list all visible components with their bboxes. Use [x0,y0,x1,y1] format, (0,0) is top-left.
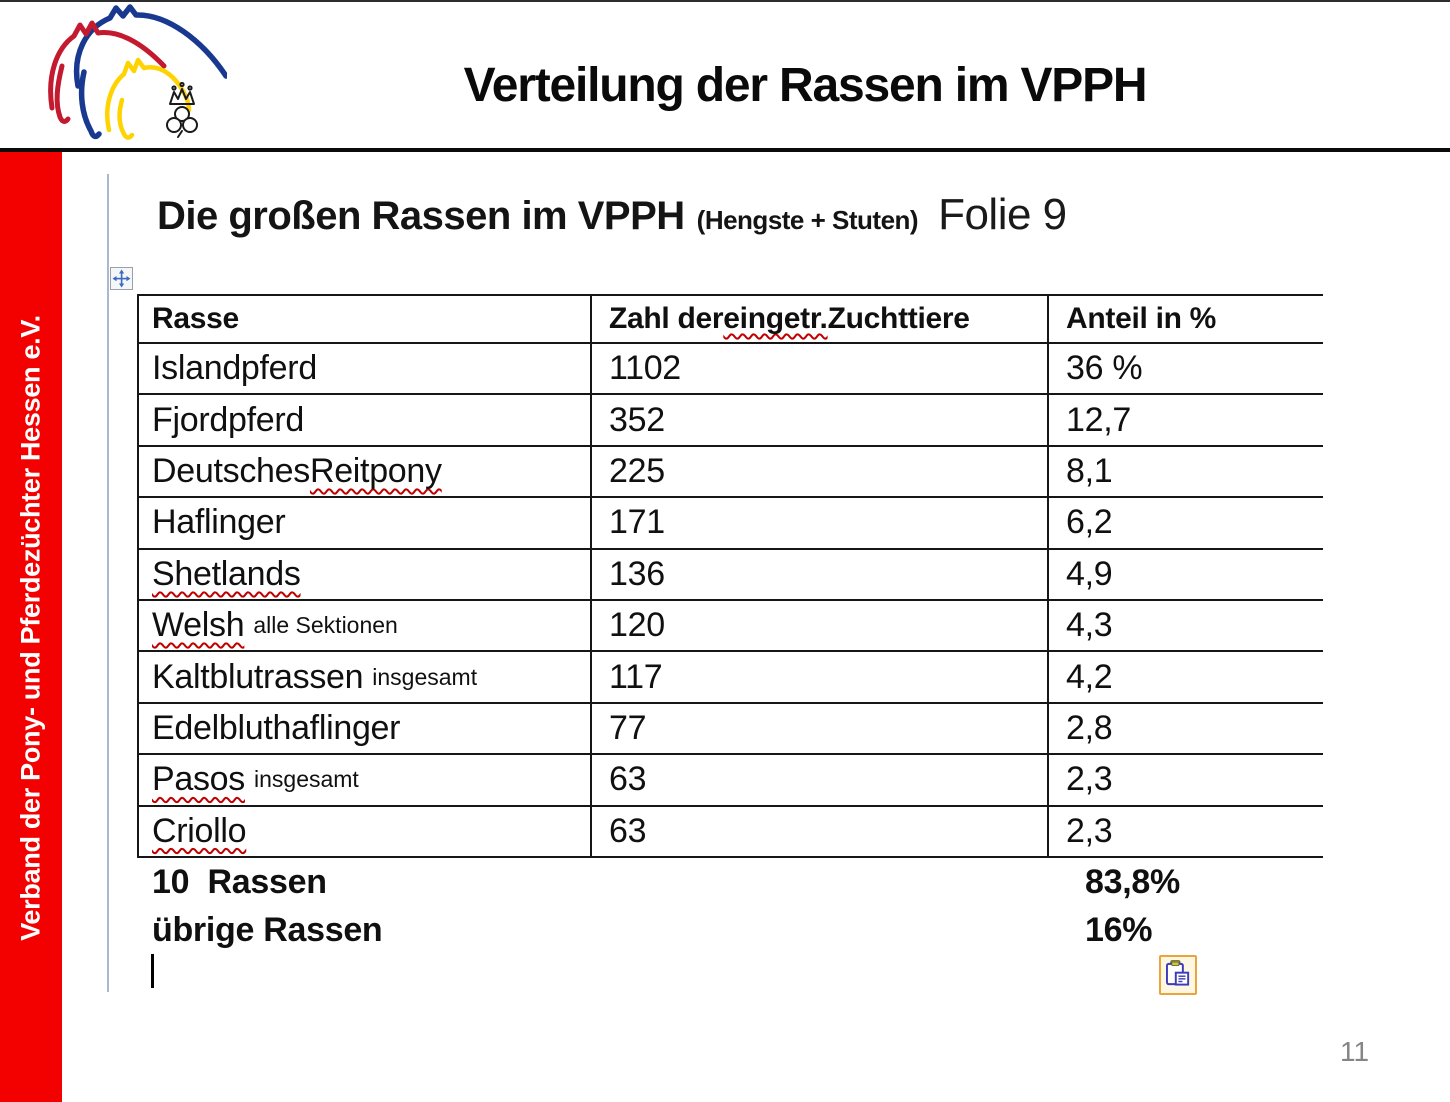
table-row: Criollo 63 2,3 [137,806,1323,858]
text-cursor [151,954,154,988]
table-row: Fjordpferd 352 12,7 [137,395,1323,447]
cell-zuchttiere[interactable]: 63 [592,806,1049,856]
cell-zuchttiere[interactable]: 77 [592,703,1049,754]
cell-rasse[interactable]: Pasos insgesamt [137,755,592,805]
cell-rasse[interactable]: Kaltblutrassen insgesamt [137,652,592,702]
cell-zuchttiere[interactable]: 171 [592,498,1049,548]
cell-anteil[interactable]: 4,9 [1066,554,1113,593]
cell-rasse[interactable]: Shetlands [137,549,592,599]
cell-anteil[interactable]: 12,7 [1066,400,1131,439]
table-row: Shetlands 136 4,9 [137,549,1323,601]
page-number: 11 [1340,1036,1370,1067]
document-subtitle[interactable]: Die großen Rassen im VPPH (Hengste + Stut… [157,190,1067,240]
subtitle-main: Die großen Rassen im VPPH [157,194,685,238]
cell-anteil[interactable]: 4,3 [1066,606,1113,645]
document-margin-guide [107,174,109,992]
cell-zuchttiere[interactable]: 225 [592,446,1049,497]
cell-anteil[interactable]: 2,3 [1066,760,1113,799]
summary-line-others[interactable]: übrige Rassen 16% [152,911,1323,950]
cell-anteil[interactable]: 4,2 [1066,657,1113,696]
table-header-row: Rasse Zahl der eingetr. Zuchttiere Antei… [137,296,1323,344]
summary-line-top10[interactable]: 10 Rassen 83,8% [152,863,1323,902]
table-body: Islandpferd 1102 36 % Fjordpferd 352 12,… [137,344,1323,858]
summary-label: 10 Rassen [152,863,327,901]
slide-ref: Folie 9 [938,190,1067,239]
table-row: Pasos insgesamt 63 2,3 [137,755,1323,807]
cell-rasse[interactable]: Edelbluthaflinger [137,703,592,754]
breeds-table: Rasse Zahl der eingetr. Zuchttiere Antei… [137,294,1323,858]
table-row: Kaltblutrassen insgesamt 117 4,2 [137,652,1323,704]
table-row: Welsh alle Sektionen 120 4,3 [137,600,1323,653]
cell-anteil[interactable]: 2,8 [1066,708,1113,747]
cell-zuchttiere[interactable]: 352 [592,395,1049,445]
table-row: Islandpferd 1102 36 % [137,344,1323,396]
cell-rasse[interactable]: Fjordpferd [137,395,592,445]
cell-anteil[interactable]: 8,1 [1066,451,1113,490]
cell-zuchttiere[interactable]: 1102 [592,344,1049,394]
table-move-handle-icon[interactable] [110,267,133,290]
header-divider [0,148,1450,152]
cell-rasse[interactable]: Criollo [137,806,592,856]
table-row: Deutsches Reitpony 225 8,1 [137,446,1323,499]
vpph-horses-logo-icon [22,4,229,144]
cell-zuchttiere[interactable]: 120 [592,600,1049,651]
table-row: Edelbluthaflinger 77 2,8 [137,703,1323,756]
paste-options-button[interactable] [1159,955,1197,995]
page-title: Verteilung der Rassen im VPPH [463,59,1148,112]
cell-rasse[interactable]: Islandpferd [137,344,592,394]
cell-zuchttiere[interactable]: 136 [592,549,1049,599]
cell-zuchttiere[interactable]: 63 [592,755,1049,805]
table-row: Haflinger 171 6,2 [137,498,1323,550]
sidebar: Verband der Pony- und Pferdezüchter Hess… [0,152,62,1102]
cell-anteil[interactable]: 36 % [1066,349,1143,388]
cell-zuchttiere[interactable]: 117 [592,652,1049,702]
cell-rasse[interactable]: Welsh alle Sektionen [137,600,592,651]
column-header-zuchttiere[interactable]: Zahl der eingetr. Zuchttiere [592,296,1049,342]
subtitle-paren: (Hengste + Stuten) [696,205,919,235]
summary-label: übrige Rassen [152,911,383,949]
cell-anteil[interactable]: 2,3 [1066,811,1113,850]
cell-rasse[interactable]: Haflinger [137,498,592,548]
cell-rasse[interactable]: Deutsches Reitpony [137,446,592,497]
column-header-rasse[interactable]: Rasse [137,296,592,342]
cell-anteil[interactable]: 6,2 [1066,503,1113,542]
summary-value: 16% [1085,911,1153,949]
sidebar-association-name: Verband der Pony- und Pferdezüchter Hess… [15,315,46,941]
clipboard-paste-icon [1163,958,1193,993]
column-header-anteil[interactable]: Anteil in % [1066,302,1217,335]
summary-value: 83,8% [1085,863,1180,901]
